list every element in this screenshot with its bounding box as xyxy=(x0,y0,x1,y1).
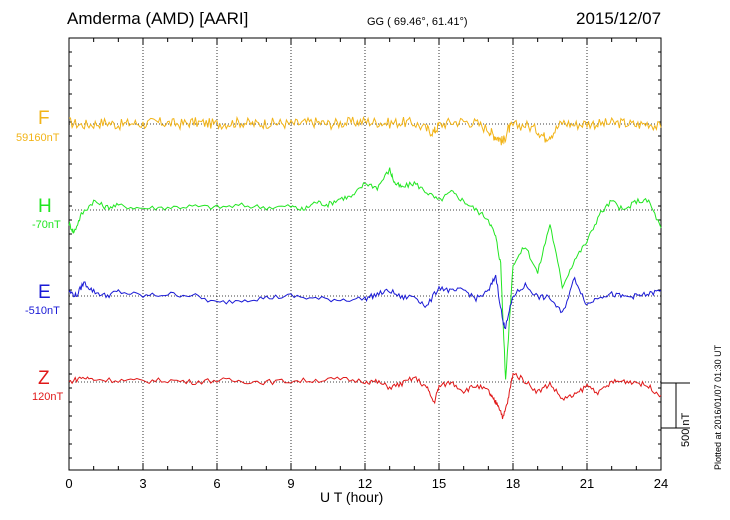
x-tick-label-0: 0 xyxy=(65,476,72,491)
channel-letter-e: E xyxy=(38,282,51,303)
channel-letter-h: H xyxy=(38,196,52,217)
x-tick-label-21: 21 xyxy=(580,476,594,491)
traces xyxy=(68,115,662,420)
channel-baseline-h: -70nT xyxy=(32,219,61,231)
x-axis-label: U T (hour) xyxy=(320,489,384,505)
scale-bar xyxy=(661,382,690,429)
trace-z xyxy=(68,372,662,420)
scale-bar-label: 500 nT xyxy=(680,412,692,447)
chart-date: 2015/12/07 xyxy=(576,9,662,28)
channel-baseline-f: 59160nT xyxy=(16,132,60,144)
grid xyxy=(69,38,661,470)
channel-baseline-e: -510nT xyxy=(25,305,60,317)
x-tick-label-9: 9 xyxy=(287,476,294,491)
x-tick-label-12: 12 xyxy=(358,476,372,491)
x-tick-label-24: 24 xyxy=(654,476,668,491)
axes: 0 3 6 9 12 15 18 21 24 xyxy=(65,37,668,491)
x-tick-label-18: 18 xyxy=(506,476,520,491)
channel-letter-z: Z xyxy=(38,368,50,389)
trace-h xyxy=(68,167,662,380)
trace-f xyxy=(69,115,662,146)
trace-e xyxy=(68,274,662,330)
channel-letter-f: F xyxy=(38,108,50,129)
station-coordinates: GG ( 69.46°, 61.41°) xyxy=(367,16,468,28)
chart-title: Amderma (AMD) [AARI] xyxy=(67,9,249,28)
x-tick-label-6: 6 xyxy=(213,476,220,491)
plotted-timestamp: Plotted at 2016/01/07 01:30 UT xyxy=(713,344,723,470)
channel-baseline-z: 120nT xyxy=(32,391,64,403)
x-tick-label-3: 3 xyxy=(139,476,146,491)
x-tick-label-15: 15 xyxy=(432,476,446,491)
